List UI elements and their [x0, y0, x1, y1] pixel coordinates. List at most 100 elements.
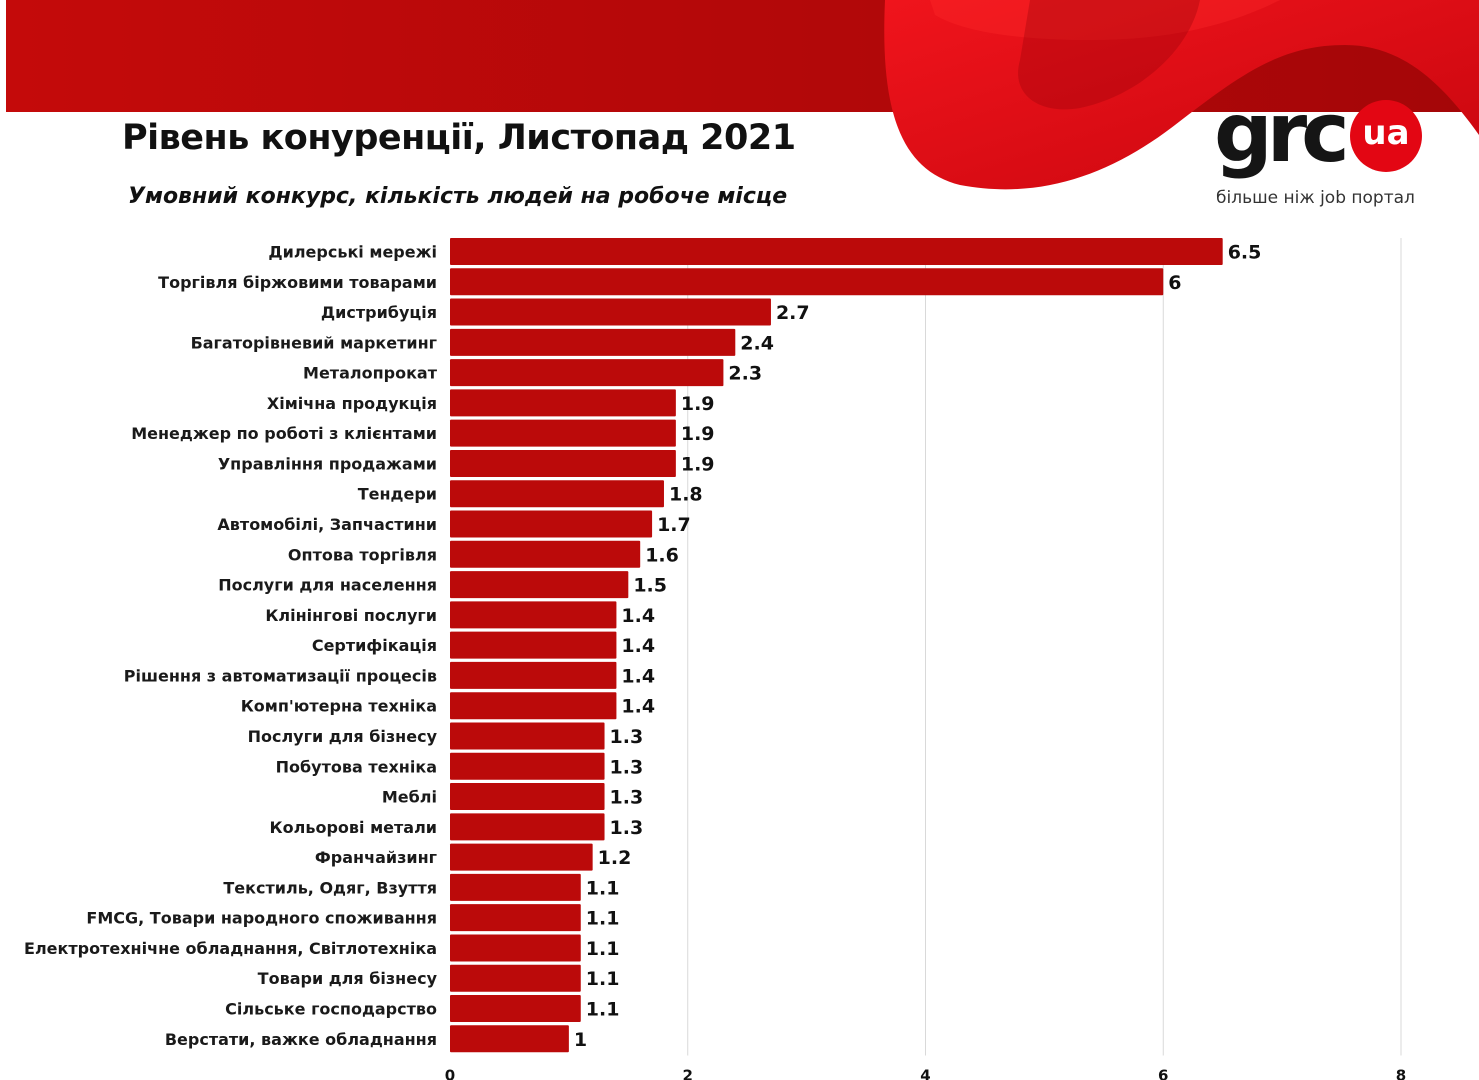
chart-subtitle: Умовний конкурс, кількість людей на робо… — [128, 184, 788, 209]
category-label: Верстати, важке обладнання — [165, 1030, 437, 1049]
banner-swoosh — [880, 0, 1479, 190]
bar-chart: Дилерські мережі Торгівля біржовими товар… — [24, 238, 1406, 1080]
category-labels: Дилерські мережі Торгівля біржовими товар… — [24, 243, 438, 1049]
data-label: 1.5 — [633, 575, 667, 597]
logo-badge: ua — [1350, 100, 1422, 172]
banner-swoosh-highlight — [930, 0, 1280, 40]
bar[interactable] — [450, 298, 771, 326]
value-labels: 6.5 6 2.72.4 2.3 1.9 1.9 1.9 1.8 1.7 1.6 1.5 1.4 1.4… — [574, 242, 1261, 1051]
category-label: Рішення з автоматизації процесів — [124, 666, 437, 685]
bar[interactable] — [450, 1025, 569, 1053]
bar[interactable] — [450, 238, 1223, 265]
logo-tagline: більше ніж job портал — [1216, 188, 1415, 208]
x-tick-label: 0 — [445, 1067, 455, 1080]
data-label: 1.7 — [657, 514, 691, 536]
data-label: 1.3 — [610, 787, 644, 809]
bar[interactable] — [450, 328, 736, 356]
bar[interactable] — [450, 268, 1164, 296]
category-label: Торгівля біржовими товарами — [158, 273, 437, 292]
x-tick-label: 2 — [683, 1067, 693, 1080]
bar[interactable] — [450, 571, 629, 599]
data-label: 1.1 — [586, 999, 620, 1021]
grc-logo[interactable]: grc ua більше ніж job портал — [1212, 86, 1432, 210]
category-label: Тендери — [358, 485, 437, 504]
data-label: 2.4 — [740, 332, 774, 354]
x-tick-label: 4 — [920, 1067, 930, 1080]
data-label: 1.1 — [586, 938, 620, 960]
category-label: Сертифікація — [312, 636, 437, 655]
data-label: 6 — [1168, 272, 1181, 294]
data-label: 1 — [574, 1029, 587, 1051]
data-label: 6.5 — [1228, 242, 1262, 264]
header-banner — [6, 0, 1479, 190]
data-label: 2.7 — [776, 302, 810, 324]
logo-wordmark: grc — [1214, 86, 1350, 181]
bar[interactable] — [450, 873, 581, 901]
banner-swoosh-shadow — [1018, 0, 1200, 110]
chart-title: Рівень конуренції, Листопад 2021 — [122, 118, 796, 158]
data-label: 1.4 — [621, 635, 655, 657]
category-label: Клінінгові послуги — [265, 606, 437, 625]
bar[interactable] — [450, 934, 581, 962]
bar[interactable] — [450, 661, 617, 689]
data-label: 1.2 — [598, 847, 632, 869]
category-label: Автомобілі, Запчастини — [217, 515, 437, 534]
data-label: 1.3 — [610, 817, 644, 839]
x-tick-label: 8 — [1396, 1067, 1406, 1080]
category-label: Побутова техніка — [276, 757, 437, 776]
data-label: 1.4 — [621, 605, 655, 627]
bar[interactable] — [450, 722, 605, 750]
data-label: 1.1 — [586, 908, 620, 930]
category-label: Комп'ютерна техніка — [241, 697, 437, 716]
data-label: 1.3 — [610, 726, 644, 748]
grid-lines — [687, 238, 1402, 1056]
bar[interactable] — [450, 419, 676, 447]
bar[interactable] — [450, 449, 676, 477]
bar[interactable] — [450, 752, 605, 780]
x-axis-ticks: 0 2 4 6 8 — [445, 1067, 1406, 1080]
bar[interactable] — [450, 510, 653, 538]
data-label: 2.3 — [728, 363, 762, 385]
bar[interactable] — [450, 813, 605, 841]
data-label: 1.6 — [645, 544, 679, 566]
category-label: Текстиль, Одяг, Взуття — [223, 878, 437, 897]
data-label: 1.1 — [586, 877, 620, 899]
bar[interactable] — [450, 389, 676, 417]
bar[interactable] — [450, 995, 581, 1022]
bar[interactable] — [450, 631, 617, 659]
bar[interactable] — [450, 783, 605, 811]
data-label: 1.4 — [621, 665, 655, 687]
bars — [450, 238, 1223, 1053]
data-label: 1.9 — [681, 453, 715, 475]
bar[interactable] — [450, 540, 641, 568]
category-label: Послуги для населення — [218, 576, 437, 595]
category-label: Хімічна продукція — [267, 394, 437, 413]
category-label: Дистрибуція — [321, 303, 437, 322]
data-label: 1.3 — [610, 756, 644, 778]
bar[interactable] — [450, 692, 617, 720]
data-label: 1.8 — [669, 484, 703, 506]
category-label: Електротехнічне обладнання, Світлотехнік… — [24, 939, 437, 958]
category-label: Франчайзинг — [315, 848, 437, 867]
category-label: Товари для бізнесу — [258, 969, 438, 988]
bar[interactable] — [450, 904, 581, 932]
data-label: 1.9 — [681, 423, 715, 445]
bar[interactable] — [450, 480, 664, 508]
bar[interactable] — [450, 964, 581, 992]
data-label: 1.1 — [586, 968, 620, 990]
category-label: Менеджер по роботі з клієнтами — [131, 424, 437, 443]
category-label: Дилерські мережі — [268, 243, 437, 262]
bar[interactable] — [450, 843, 593, 871]
category-label: Багаторівневий маркетинг — [191, 333, 437, 352]
category-label: Меблі — [382, 788, 437, 807]
category-label: FMCG, Товари народного споживання — [86, 909, 437, 928]
x-tick-label: 6 — [1158, 1067, 1168, 1080]
data-label: 1.4 — [621, 696, 655, 718]
category-label: Сільське господарство — [225, 1000, 437, 1019]
bar[interactable] — [450, 359, 724, 387]
category-label: Послуги для бізнесу — [248, 727, 438, 746]
bar[interactable] — [450, 601, 617, 629]
category-label: Управління продажами — [218, 454, 437, 473]
category-label: Металопрокат — [303, 364, 438, 383]
data-label: 1.9 — [681, 393, 715, 415]
